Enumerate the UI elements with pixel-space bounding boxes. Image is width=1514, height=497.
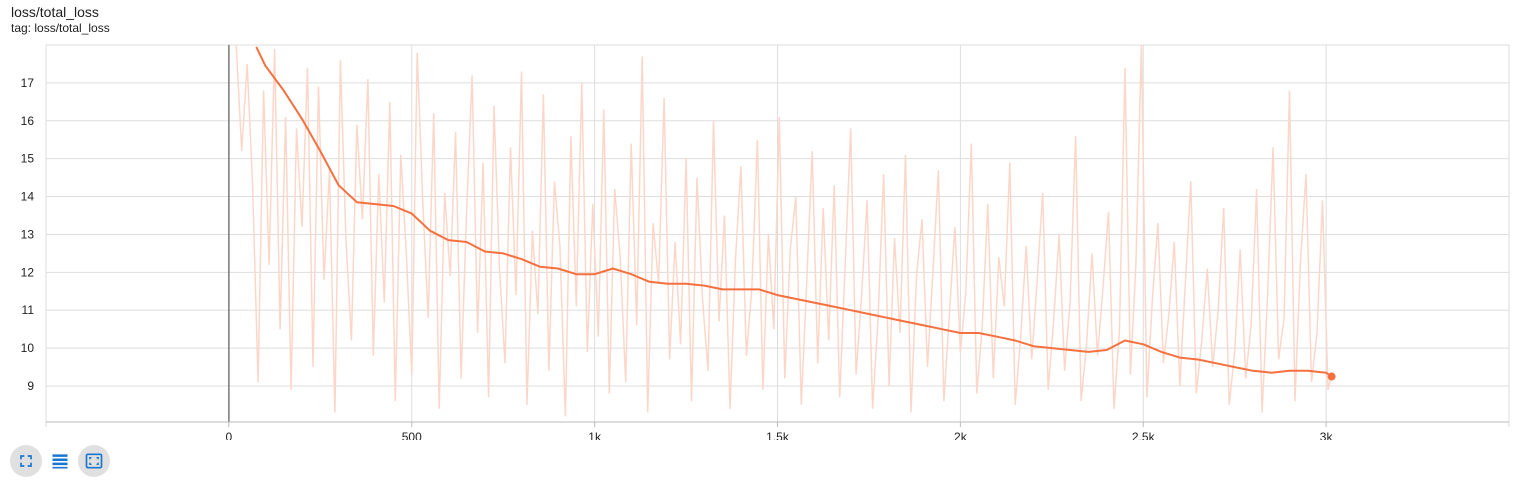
chart-tick-labels: 9 10 11 12 13 14 15 16 17 0 500 1k 1.5k 2k 2.5k 3k [21, 76, 1334, 440]
y-tick-label: 12 [21, 265, 35, 279]
chart-toolbar [10, 445, 110, 477]
chart-axes [45, 45, 1510, 427]
fit-domain-button[interactable] [78, 445, 110, 477]
chart-tag: tag: loss/total_loss [11, 21, 110, 35]
fit-domain-icon [85, 453, 103, 469]
chart-title: loss/total_loss [11, 4, 99, 20]
y-tick-label: 15 [21, 152, 35, 166]
x-tick-label: 2.5k [1132, 430, 1156, 440]
x-tick-label: 0 [226, 430, 233, 440]
data-table-button[interactable] [44, 445, 76, 477]
x-tick-label: 3k [1320, 430, 1334, 440]
y-tick-label: 17 [21, 76, 35, 90]
x-tick-label: 500 [402, 430, 422, 440]
y-tick-label: 9 [27, 379, 34, 393]
y-tick-label: 10 [21, 341, 35, 355]
x-tick-label: 1k [588, 430, 602, 440]
y-tick-label: 13 [21, 227, 35, 241]
loss-chart[interactable]: 9 10 11 12 13 14 15 16 17 0 500 1k 1.5k 2k 2.5k 3k [0, 0, 1514, 440]
y-tick-label: 14 [21, 190, 35, 204]
fullscreen-icon [20, 455, 32, 467]
y-tick-label: 16 [21, 114, 35, 128]
raw-loss-line [235, 45, 1333, 417]
fullscreen-button[interactable] [10, 445, 42, 477]
smoothed-loss-line [255, 46, 1333, 378]
last-point-marker [1327, 372, 1336, 381]
y-tick-label: 11 [22, 303, 35, 317]
x-tick-label: 2k [954, 430, 968, 440]
data-table-icon [52, 454, 68, 469]
x-tick-label: 1.5k [766, 430, 790, 440]
chart-series [235, 45, 1336, 417]
